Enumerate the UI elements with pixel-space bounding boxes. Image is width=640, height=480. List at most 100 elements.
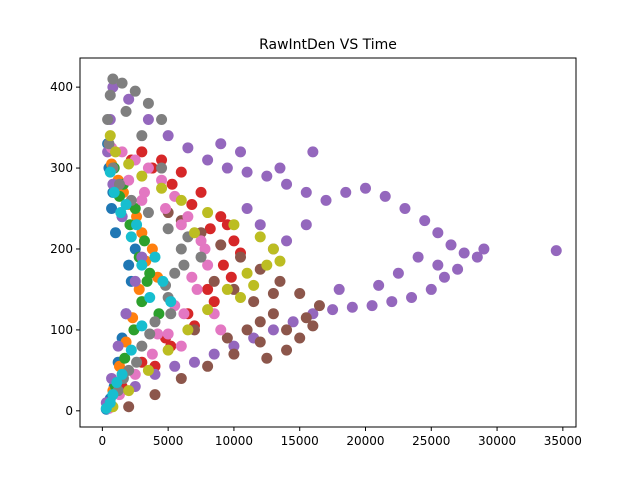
data-point — [471, 251, 483, 263]
data-point — [136, 251, 148, 263]
data-point — [123, 158, 135, 170]
data-point — [215, 138, 227, 150]
data-point — [186, 198, 198, 210]
data-point — [267, 308, 279, 320]
data-point — [254, 316, 266, 328]
data-point — [228, 348, 240, 360]
data-point — [307, 146, 319, 158]
data-point — [254, 219, 266, 231]
data-point — [120, 308, 132, 320]
data-point — [175, 340, 187, 352]
data-point — [112, 340, 124, 352]
data-point — [120, 198, 132, 210]
data-point — [412, 251, 424, 263]
data-point — [254, 231, 266, 243]
data-point — [131, 211, 143, 223]
data-point — [115, 207, 127, 219]
data-point — [204, 223, 216, 235]
data-point — [123, 385, 135, 397]
series-9 — [100, 166, 177, 414]
data-point — [287, 316, 299, 328]
x-tick-label: 25000 — [412, 434, 450, 448]
data-point — [300, 219, 312, 231]
data-point — [141, 275, 153, 287]
data-point — [142, 114, 154, 125]
data-point — [136, 170, 148, 182]
data-point — [202, 154, 214, 166]
data-point — [166, 178, 178, 190]
data-point — [144, 292, 156, 304]
data-point — [138, 186, 150, 198]
data-point — [175, 372, 187, 384]
data-point — [123, 259, 135, 271]
data-point — [136, 130, 148, 142]
data-point — [110, 146, 122, 158]
data-point — [131, 219, 143, 231]
data-point — [215, 324, 227, 336]
data-point — [156, 182, 168, 194]
data-point — [188, 356, 200, 368]
data-point — [116, 368, 128, 380]
data-point — [136, 340, 148, 352]
data-point — [156, 154, 168, 166]
data-point — [340, 186, 352, 198]
x-tick-label: 0 — [99, 434, 107, 448]
data-point — [156, 114, 168, 125]
data-point — [550, 245, 562, 257]
data-point — [267, 324, 279, 336]
data-point — [202, 304, 214, 316]
data-point — [425, 283, 437, 295]
data-point — [241, 324, 253, 336]
data-point — [225, 271, 237, 283]
data-point — [142, 162, 154, 174]
data-point — [241, 267, 253, 279]
data-point — [327, 304, 339, 316]
data-point — [254, 336, 266, 348]
data-point — [131, 356, 143, 368]
data-point — [217, 259, 229, 271]
x-tick-label: 15000 — [281, 434, 319, 448]
x-tick-label: 30000 — [478, 434, 516, 448]
data-point — [241, 203, 253, 215]
data-point — [445, 239, 457, 251]
data-point — [438, 271, 450, 283]
data-point — [300, 186, 312, 198]
data-point — [241, 166, 253, 178]
data-point — [178, 308, 190, 320]
data-point — [228, 235, 240, 247]
data-point — [144, 328, 156, 340]
data-point — [478, 243, 490, 255]
data-point — [138, 235, 150, 247]
data-point — [123, 93, 135, 105]
data-point — [162, 130, 174, 142]
data-point — [113, 178, 125, 190]
data-point — [104, 130, 116, 142]
data-point — [300, 312, 312, 324]
data-point — [202, 283, 214, 295]
data-point — [175, 219, 187, 231]
data-point — [120, 105, 132, 117]
x-tick-label: 10000 — [215, 434, 253, 448]
data-point — [221, 283, 233, 295]
points-layer — [100, 73, 562, 415]
data-point — [261, 352, 273, 364]
data-point — [129, 275, 141, 287]
data-point — [175, 166, 187, 178]
data-point — [432, 259, 444, 271]
data-point — [103, 138, 115, 150]
data-point — [111, 376, 123, 388]
data-point — [119, 352, 131, 364]
data-point — [169, 360, 181, 372]
y-tick-label: 0 — [65, 404, 73, 418]
data-point — [202, 259, 214, 271]
data-point — [359, 182, 371, 194]
data-point — [104, 397, 116, 409]
data-point — [202, 207, 214, 219]
data-point — [160, 203, 172, 215]
y-tick-label: 100 — [50, 323, 73, 337]
data-point — [274, 275, 286, 287]
data-point — [208, 296, 220, 308]
data-point — [261, 170, 273, 182]
